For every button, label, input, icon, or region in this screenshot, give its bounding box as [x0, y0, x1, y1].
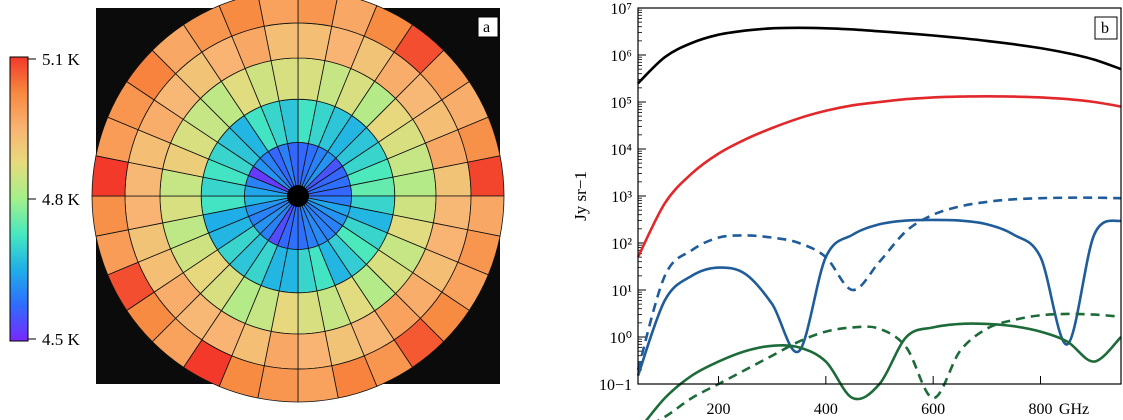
y-tick-label: 10⁴ [610, 142, 632, 159]
plot-frame [637, 7, 1122, 385]
y-tick-label: 10⁰ [610, 330, 632, 347]
map-cell [257, 365, 299, 403]
map-center-dot [287, 185, 309, 207]
y-tick-label: 10² [611, 236, 632, 253]
map-cell [91, 155, 129, 197]
disk-cells [91, 0, 505, 403]
series-line [636, 95, 1122, 258]
map-cell [91, 195, 129, 237]
y-tick-label: 10³ [611, 189, 632, 206]
x-tick-label: 400 [814, 401, 838, 418]
map-cell [297, 365, 339, 403]
map-cell [297, 0, 338, 27]
x-tick-label: 800 [1029, 401, 1053, 418]
line-plot: 10−1 10⁰ 10¹ 10² 10³ 10⁴ 10⁵ 10⁶ 10⁷ 200 400 600 80… [571, 1, 1122, 420]
colorbar-label-mid: 4.8 K [42, 190, 81, 209]
map-cell [467, 155, 505, 197]
series-line [637, 26, 1122, 85]
map-cell [258, 0, 299, 27]
x-axis: 200 400 600 800 [707, 376, 1053, 418]
y-tick-label: 10⁷ [610, 1, 632, 18]
series-line [636, 196, 1122, 371]
y-axis-title: Jy sr−1 [571, 171, 590, 221]
y-tick-label: 10¹ [611, 283, 632, 300]
panel-b-letter-box [1094, 16, 1118, 40]
polar-map: a [91, 0, 505, 403]
panel-a-letter: a [483, 19, 490, 36]
series-lines [636, 26, 1122, 420]
map-cell [467, 195, 505, 237]
y-axis: 10−1 10⁰ 10¹ 10² 10³ 10⁴ 10⁵ 10⁶ 10⁷ [599, 1, 646, 394]
colorbar-bar [9, 56, 29, 342]
y-tick-label: 10⁵ [610, 95, 632, 112]
x-tick-label: 200 [707, 401, 731, 418]
colorbar: 5.1 K 4.8 K 4.5 K [9, 50, 81, 349]
map-cell [218, 0, 265, 37]
x-axis-unit: GHz [1059, 401, 1089, 418]
panel-a-letter-box [477, 16, 499, 38]
x-tick-label: 600 [921, 401, 945, 418]
series-line [636, 218, 1122, 377]
panel-b-letter: b [1101, 20, 1109, 37]
colorbar-label-bottom: 4.5 K [42, 330, 81, 349]
colorbar-label-top: 5.1 K [42, 50, 81, 69]
y-tick-label: 10⁶ [610, 48, 632, 65]
y-tick-label: 10−1 [599, 377, 632, 394]
